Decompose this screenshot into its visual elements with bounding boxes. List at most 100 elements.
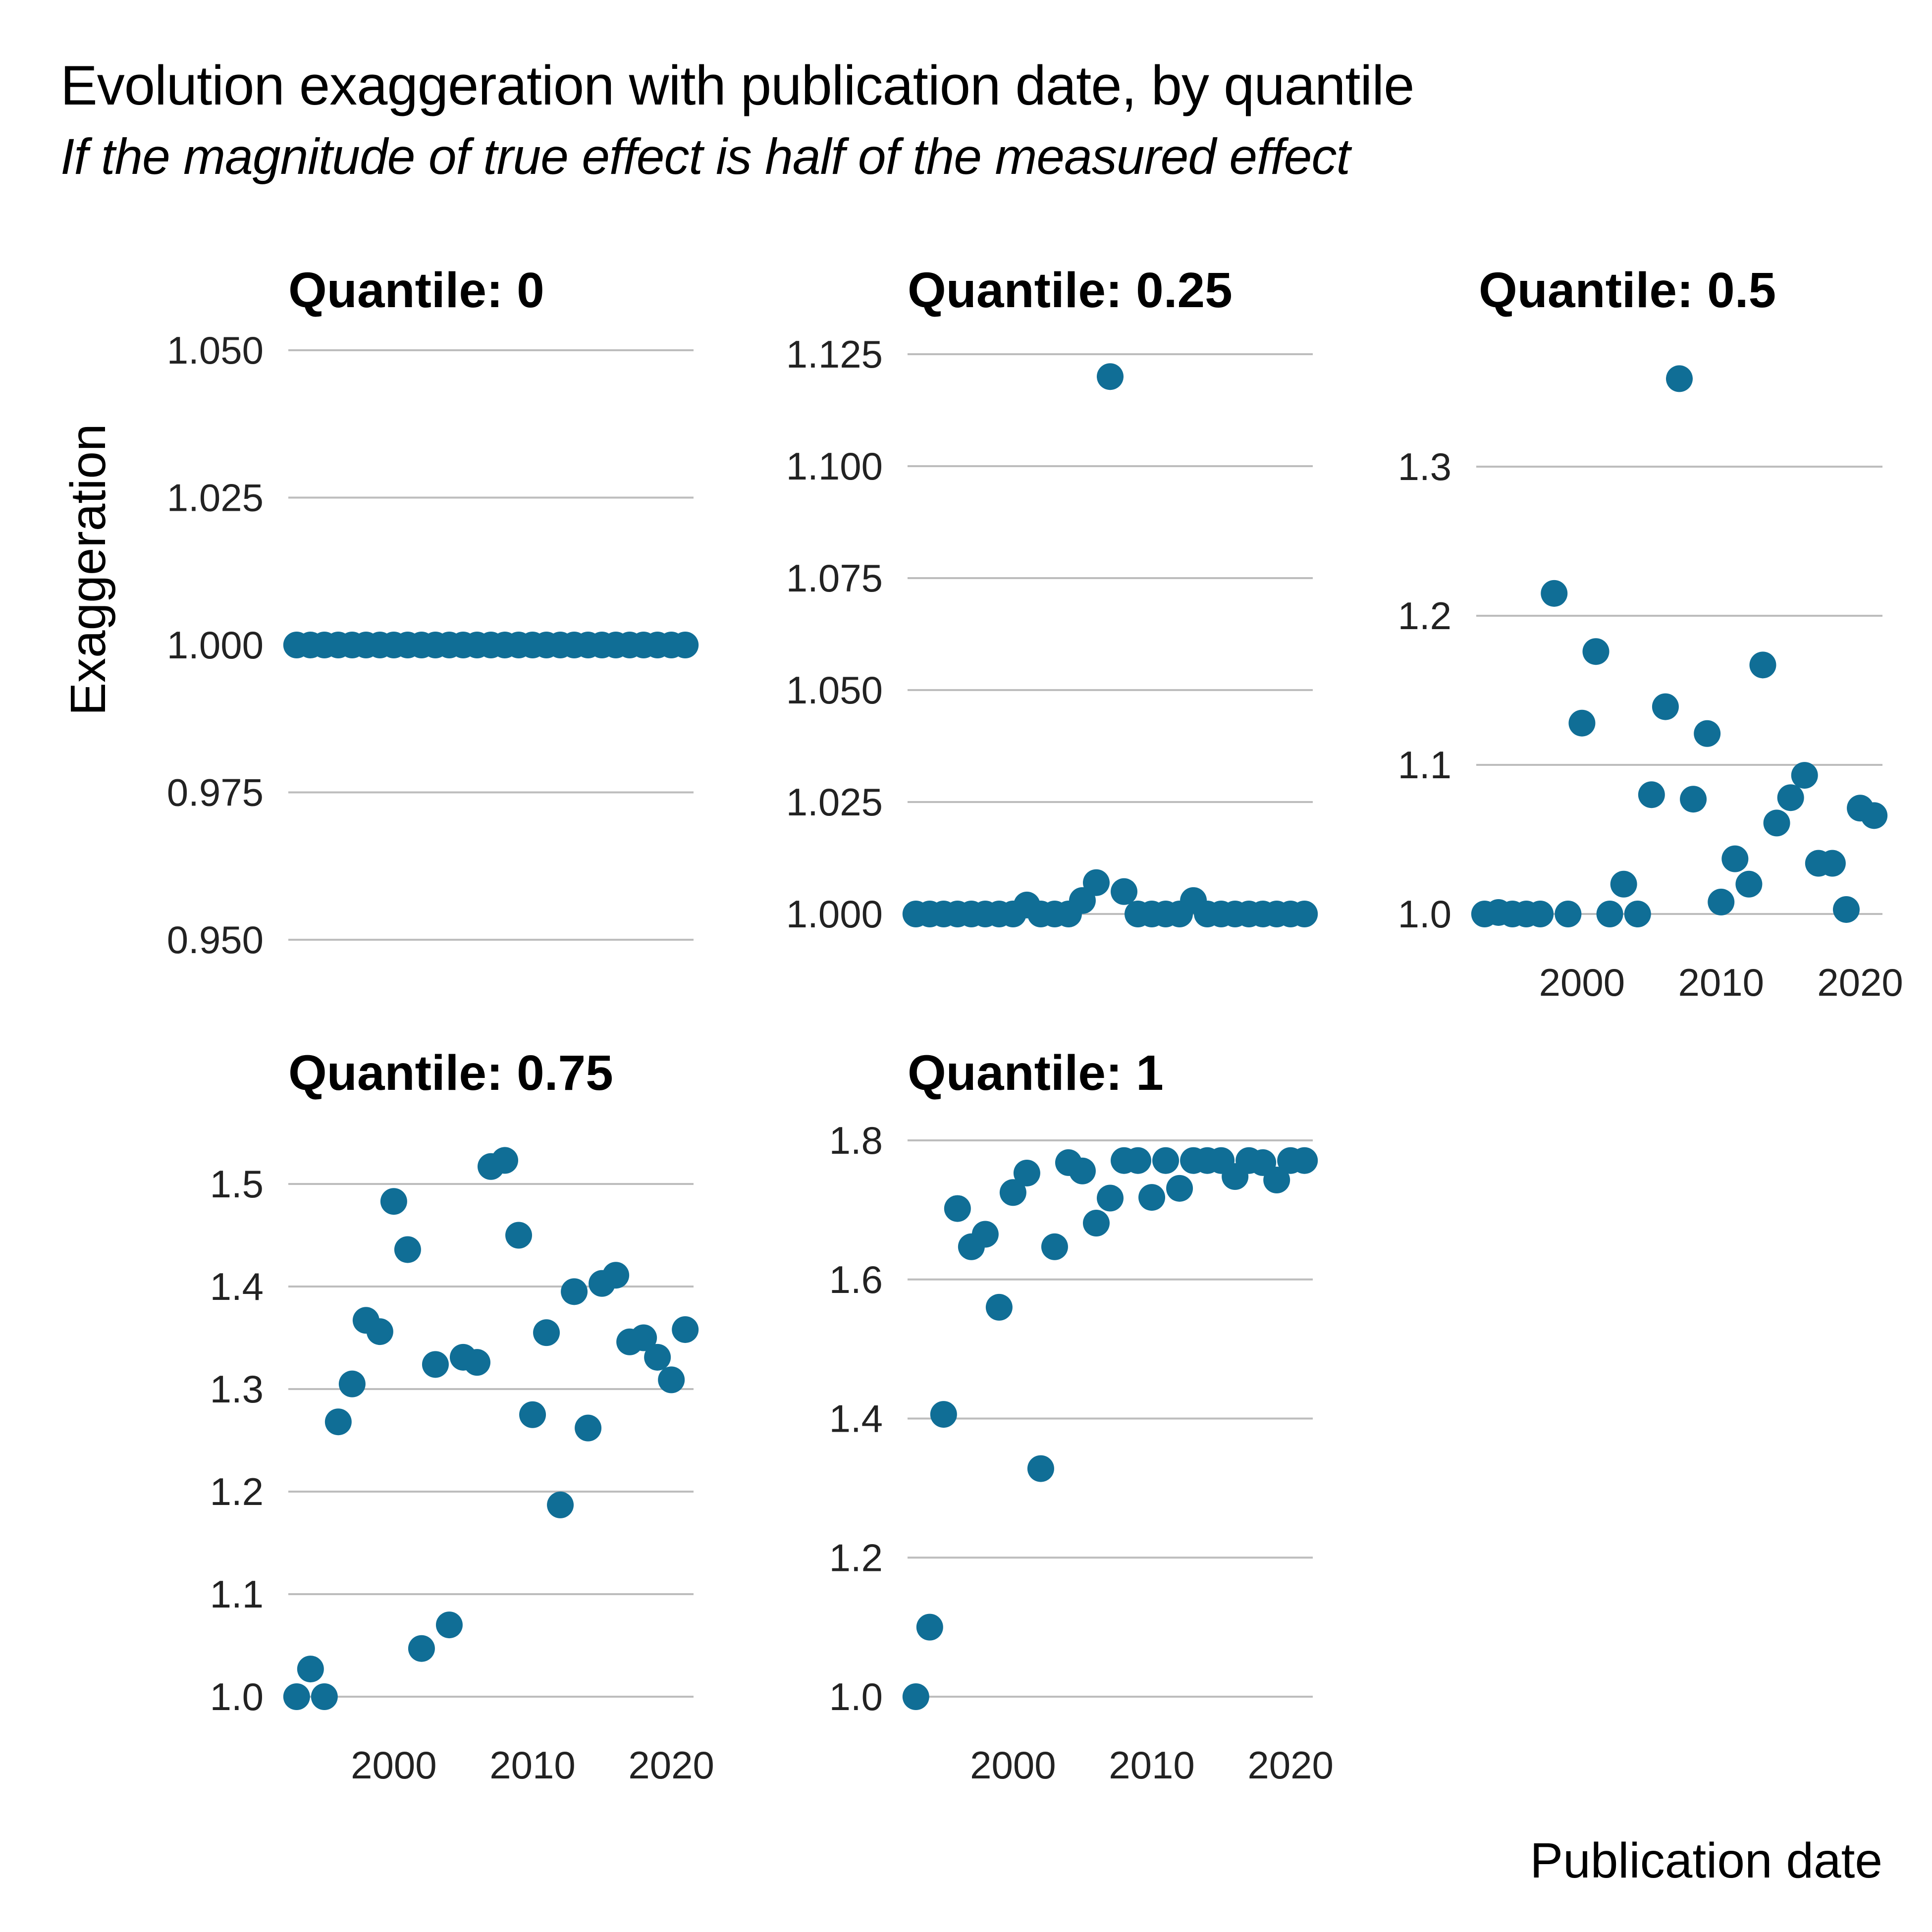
data-point bbox=[491, 1147, 519, 1174]
data-point bbox=[672, 632, 699, 658]
data-point bbox=[1082, 1210, 1110, 1237]
facet-panel: Quantile: 0.75 1.0 1.1 1.2 1.3 1.4 1.5 2000 2010… bbox=[210, 1045, 714, 1787]
facet-title: Quantile: 0.75 bbox=[288, 1045, 613, 1101]
y-tick-label: 1.4 bbox=[829, 1397, 883, 1441]
x-tick-label: 2010 bbox=[489, 1743, 576, 1787]
x-tick-label: 2010 bbox=[1109, 1743, 1195, 1787]
data-point bbox=[380, 1188, 407, 1215]
data-point bbox=[1527, 901, 1554, 927]
data-point bbox=[930, 1401, 957, 1428]
data-point bbox=[916, 1613, 943, 1641]
y-tick-label: 1.0 bbox=[829, 1675, 883, 1718]
y-tick-label: 1.025 bbox=[167, 476, 264, 520]
data-point bbox=[1791, 762, 1818, 789]
y-tick-label: 1.025 bbox=[786, 780, 883, 824]
y-tick-label: 1.0 bbox=[1398, 892, 1451, 936]
data-point bbox=[1819, 850, 1846, 877]
x-tick-label: 2000 bbox=[1539, 961, 1625, 1004]
data-point bbox=[1763, 809, 1790, 837]
chart-title: Evolution exaggeration with publication … bbox=[60, 54, 1414, 116]
data-point bbox=[1097, 363, 1124, 390]
y-tick-label: 1.000 bbox=[167, 623, 264, 667]
data-point bbox=[1680, 786, 1707, 813]
data-point bbox=[519, 1401, 546, 1428]
data-point bbox=[971, 1221, 999, 1248]
data-point bbox=[1125, 1147, 1152, 1174]
data-point bbox=[1041, 1233, 1068, 1260]
facets-group: Quantile: 00.9500.9751.0001.0251.050Quan… bbox=[167, 263, 1903, 1787]
y-tick-label: 1.125 bbox=[786, 332, 883, 376]
y-tick-label: 1.1 bbox=[210, 1572, 264, 1616]
data-point bbox=[602, 1262, 630, 1289]
y-axis-title: Exaggeration bbox=[60, 424, 116, 715]
y-tick-label: 0.975 bbox=[167, 771, 264, 814]
data-point bbox=[1097, 1184, 1124, 1212]
data-point bbox=[1652, 693, 1679, 720]
x-tick-label: 2020 bbox=[1817, 961, 1903, 1004]
y-tick-label: 1.2 bbox=[829, 1536, 883, 1579]
data-point bbox=[394, 1236, 421, 1263]
y-tick-label: 1.3 bbox=[210, 1367, 264, 1411]
y-tick-label: 1.000 bbox=[786, 892, 883, 936]
data-point bbox=[1263, 1167, 1290, 1194]
y-tick-label: 1.1 bbox=[1398, 743, 1451, 787]
data-point bbox=[1694, 720, 1721, 747]
data-point bbox=[1291, 1147, 1318, 1174]
data-point bbox=[1291, 901, 1318, 927]
y-tick-label: 1.4 bbox=[210, 1265, 264, 1308]
data-point bbox=[561, 1278, 588, 1305]
data-point bbox=[435, 1611, 463, 1639]
data-point bbox=[338, 1370, 366, 1397]
data-point bbox=[1152, 1147, 1180, 1174]
y-tick-label: 1.5 bbox=[210, 1162, 264, 1206]
chart-subtitle: If the magnitude of true effect is half … bbox=[60, 128, 1350, 185]
x-axis-title: Publication date bbox=[1530, 1833, 1882, 1888]
facet-title: Quantile: 0 bbox=[288, 263, 544, 318]
data-point bbox=[408, 1635, 435, 1662]
data-point bbox=[1735, 870, 1763, 898]
data-point bbox=[1708, 888, 1735, 915]
data-point bbox=[658, 1366, 685, 1394]
data-point bbox=[1666, 365, 1693, 392]
data-point bbox=[1582, 638, 1610, 665]
data-point bbox=[311, 1683, 338, 1710]
data-point bbox=[644, 1343, 671, 1371]
data-point bbox=[1541, 580, 1568, 607]
data-point bbox=[1138, 1184, 1166, 1211]
data-point bbox=[1027, 1455, 1054, 1482]
data-point bbox=[1111, 878, 1138, 905]
data-point bbox=[366, 1318, 393, 1345]
data-point bbox=[1166, 1175, 1193, 1202]
data-point bbox=[1596, 901, 1623, 927]
facet-title: Quantile: 1 bbox=[908, 1045, 1164, 1101]
data-point bbox=[999, 1179, 1026, 1206]
data-point bbox=[422, 1351, 449, 1378]
y-tick-label: 1.8 bbox=[829, 1119, 883, 1162]
data-point bbox=[283, 1683, 310, 1710]
data-point bbox=[1624, 901, 1651, 927]
data-point bbox=[463, 1349, 490, 1376]
data-point bbox=[1555, 901, 1582, 927]
data-point bbox=[1013, 1159, 1040, 1186]
data-point bbox=[1610, 870, 1637, 898]
data-point bbox=[324, 1408, 352, 1436]
y-tick-label: 1.100 bbox=[786, 444, 883, 488]
x-tick-label: 2020 bbox=[628, 1743, 714, 1787]
y-tick-label: 1.050 bbox=[786, 668, 883, 712]
data-point bbox=[505, 1222, 533, 1249]
data-point bbox=[1749, 651, 1776, 679]
data-point bbox=[1721, 845, 1749, 872]
data-point bbox=[1638, 781, 1665, 808]
data-point bbox=[944, 1195, 971, 1222]
y-tick-label: 1.3 bbox=[1398, 445, 1451, 488]
x-tick-label: 2000 bbox=[351, 1743, 437, 1787]
facet-panel: Quantile: 0.25 1.000 1.025 1.050 1.075 1.100 1… bbox=[786, 263, 1318, 936]
data-point bbox=[985, 1293, 1013, 1321]
y-tick-label: 0.950 bbox=[167, 918, 264, 962]
data-point bbox=[547, 1491, 574, 1518]
y-tick-label: 1.050 bbox=[167, 328, 264, 372]
y-tick-label: 1.075 bbox=[786, 556, 883, 600]
data-point bbox=[575, 1414, 602, 1442]
facet-title: Quantile: 0.25 bbox=[908, 263, 1233, 318]
